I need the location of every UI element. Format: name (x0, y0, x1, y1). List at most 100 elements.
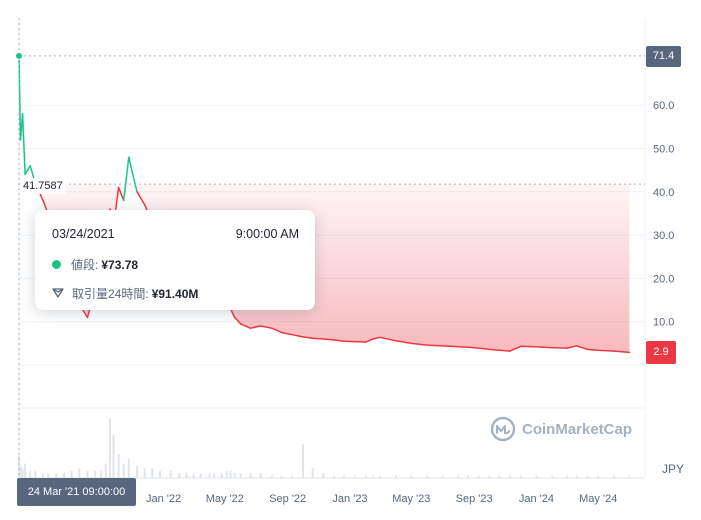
tooltip-volume-label: 取引量24時間: (72, 287, 149, 301)
volume-bar (364, 475, 367, 478)
volume-bar (379, 475, 382, 478)
price-segment (586, 348, 599, 352)
volume-bar (488, 475, 491, 478)
volume-bar (199, 473, 202, 478)
volume-bar (372, 475, 374, 478)
price-segment (426, 344, 444, 347)
price-segment (259, 325, 273, 329)
volume-bar (280, 475, 283, 478)
volume-bar (519, 475, 522, 478)
price-segment (271, 327, 283, 334)
volume-bar (551, 475, 554, 478)
price-segment (239, 323, 252, 329)
tooltip-time: 9:00:00 AM (235, 227, 299, 241)
hover-date-badge: 24 Mar '21 09:00:00 (17, 478, 136, 506)
price-segment (488, 348, 500, 352)
volume-bar (342, 475, 345, 478)
price-segment (136, 191, 146, 206)
y-tick-label: 10.0 (653, 317, 674, 329)
y-tick-label: 40.0 (653, 187, 674, 199)
price-segment (353, 340, 367, 343)
last-price-badge: 2.9 (646, 341, 676, 364)
volume-bar (112, 434, 115, 478)
x-tick-label: May '23 (392, 493, 430, 505)
volume-bar (63, 473, 65, 478)
y-tick-label: 60.0 (653, 100, 674, 112)
volume-bar (104, 463, 107, 478)
price-segment (233, 316, 242, 325)
currency-label: JPY (662, 462, 685, 476)
price-segment (498, 349, 511, 352)
price-segment (249, 325, 262, 329)
volume-bar (566, 475, 569, 478)
volume-bar (270, 475, 273, 478)
tooltip-price-label: 値段: (71, 258, 99, 272)
tooltip-price-value: ¥73.78 (101, 257, 139, 272)
x-tick-label: Jan '23 (332, 493, 367, 505)
x-tick-label: Sep '22 (269, 493, 306, 505)
price-segment (302, 336, 314, 339)
volume-bar (322, 473, 325, 478)
volume-bar (169, 470, 172, 478)
volume-bar (498, 475, 501, 478)
volume-bar (19, 466, 22, 478)
price-segment (566, 345, 578, 349)
tooltip-volume-row: 取引量24時間: ¥91.40M (52, 285, 299, 302)
price-segment (322, 338, 335, 341)
y-tick-label: 30.0 (653, 230, 674, 242)
x-tick-label: Jan '24 (519, 493, 554, 505)
volume-bar (586, 475, 589, 478)
volume-bar (143, 468, 146, 478)
price-segment (535, 346, 554, 349)
volume-bar (151, 468, 154, 478)
volume-bar (410, 475, 413, 478)
volume-bar (229, 470, 232, 478)
volume-bar (457, 475, 460, 478)
price-segment (441, 345, 460, 348)
tooltip-date: 03/24/2021 (52, 227, 115, 241)
volume-bar (628, 475, 631, 478)
volume-bar (233, 473, 236, 478)
watermark: CoinMarketCap (490, 416, 632, 442)
volume-bar (24, 463, 27, 478)
price-segment (122, 156, 130, 202)
x-tick-label: May '24 (579, 493, 617, 505)
volume-bar (94, 470, 97, 478)
volume-bar (117, 454, 120, 478)
price-segment (311, 337, 325, 340)
price-segment (395, 340, 413, 345)
reference-price-label: 41.7587 (20, 178, 66, 194)
hover-point (15, 51, 23, 60)
price-segment (21, 113, 26, 176)
volume-bar (192, 473, 195, 478)
price-segment (365, 338, 374, 343)
volume-bar (47, 473, 50, 478)
price-segment (576, 345, 589, 351)
tooltip-price-row: 値段: ¥73.78 (52, 256, 299, 273)
volume-bar (213, 473, 216, 478)
price-segment (128, 156, 138, 193)
volume-bar (467, 475, 469, 478)
y-axis: 10.0 20.0 30.0 40.0 50.0 60.0 (653, 100, 674, 329)
volume-bar (508, 475, 511, 478)
volume-bar (249, 473, 252, 478)
volume-bar (291, 475, 294, 478)
volume-bar (597, 475, 600, 478)
volume-bar (136, 466, 138, 478)
y-tick-label: 20.0 (653, 273, 674, 285)
x-axis: Jan '22 May '22 Sep '22 Jan '23 May '23 Sep '… (146, 493, 617, 505)
price-segment (477, 347, 491, 351)
price-segment (372, 336, 381, 340)
volume-bar (18, 456, 20, 478)
price-segment (24, 165, 31, 176)
volume-bars (18, 418, 631, 478)
volume-bar (70, 470, 73, 478)
volume-bar (353, 475, 356, 478)
price-segment (467, 346, 480, 349)
volume-bar (29, 470, 32, 478)
volume-bar (178, 473, 181, 478)
volume-bar (477, 475, 480, 478)
volume-bar (185, 473, 188, 478)
price-segment (229, 307, 236, 319)
volume-bar (159, 470, 161, 478)
